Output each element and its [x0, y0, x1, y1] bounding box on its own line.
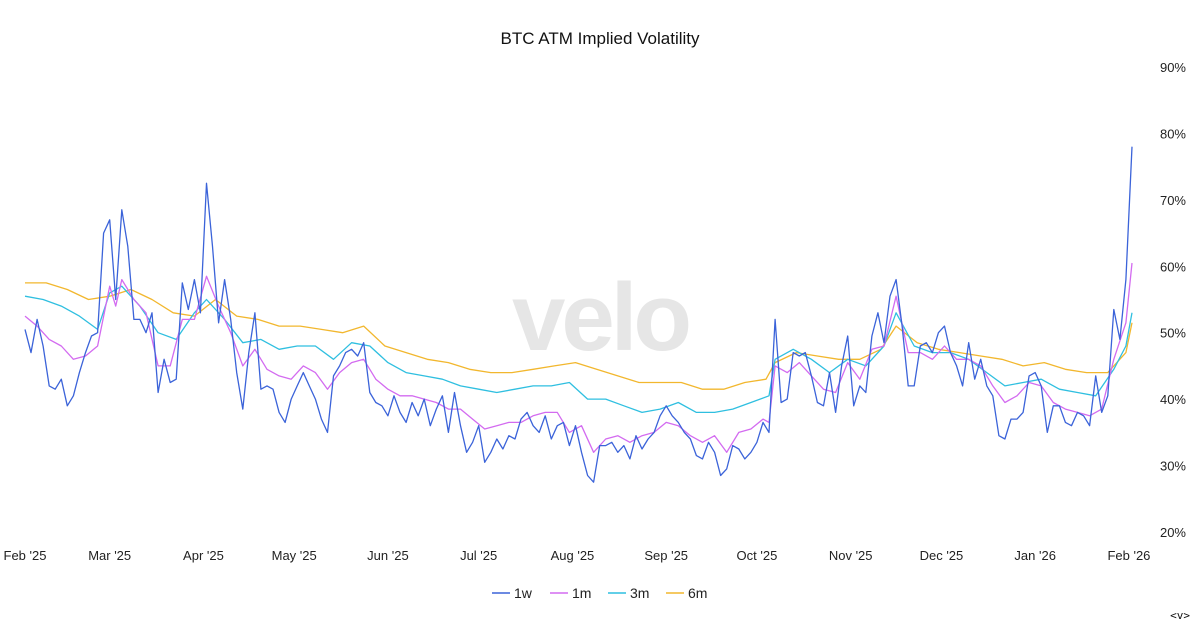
x-tick-label: Mar '25 [88, 548, 131, 563]
y-tick-label: 90% [1160, 60, 1186, 75]
y-tick-label: 80% [1160, 126, 1186, 141]
chart-title: BTC ATM Implied Volatility [500, 29, 700, 48]
y-tick-label: 60% [1160, 259, 1186, 274]
series-line-1m [24, 262, 1133, 453]
x-tick-label: Apr '25 [183, 548, 224, 563]
x-tick-label: Jan '26 [1014, 548, 1056, 563]
x-tick-label: Feb '25 [4, 548, 47, 563]
y-tick-label: 30% [1160, 459, 1186, 474]
x-tick-label: Feb '26 [1107, 548, 1150, 563]
velo-watermark: velo [512, 264, 688, 371]
y-tick-label: 40% [1160, 392, 1186, 407]
legend-label: 1w [514, 585, 533, 601]
x-tick-label: May '25 [272, 548, 317, 563]
x-tick-label: Nov '25 [829, 548, 873, 563]
y-axis: 20% 30% 40% 50% 60% 70% 80% 90% [1160, 60, 1186, 540]
series-line-3m [24, 285, 1133, 414]
x-tick-label: Aug '25 [551, 548, 595, 563]
legend-label: 3m [630, 585, 649, 601]
legend[interactable]: 1w 1m 3m 6m [492, 585, 707, 601]
legend-item-3m[interactable]: 3m [608, 585, 649, 601]
series-layer [24, 146, 1133, 483]
legend-item-6m[interactable]: 6m [666, 585, 707, 601]
legend-item-1w[interactable]: 1w [492, 585, 533, 601]
y-tick-label: 50% [1160, 326, 1186, 341]
legend-item-1m[interactable]: 1m [550, 585, 591, 601]
x-tick-label: Jun '25 [367, 548, 409, 563]
series-line-1w [24, 146, 1133, 483]
legend-label: 1m [572, 585, 591, 601]
x-tick-label: Sep '25 [644, 548, 688, 563]
x-tick-label: Dec '25 [920, 548, 964, 563]
y-tick-label: 70% [1160, 193, 1186, 208]
legend-label: 6m [688, 585, 707, 601]
y-tick-label: 20% [1160, 525, 1186, 540]
velo-corner-mark[interactable]: <v> [1170, 609, 1190, 622]
x-tick-label: Jul '25 [460, 548, 497, 563]
x-axis: Feb '25 Mar '25 Apr '25 May '25 Jun '25 Jul '… [4, 548, 1151, 563]
x-tick-label: Oct '25 [737, 548, 778, 563]
